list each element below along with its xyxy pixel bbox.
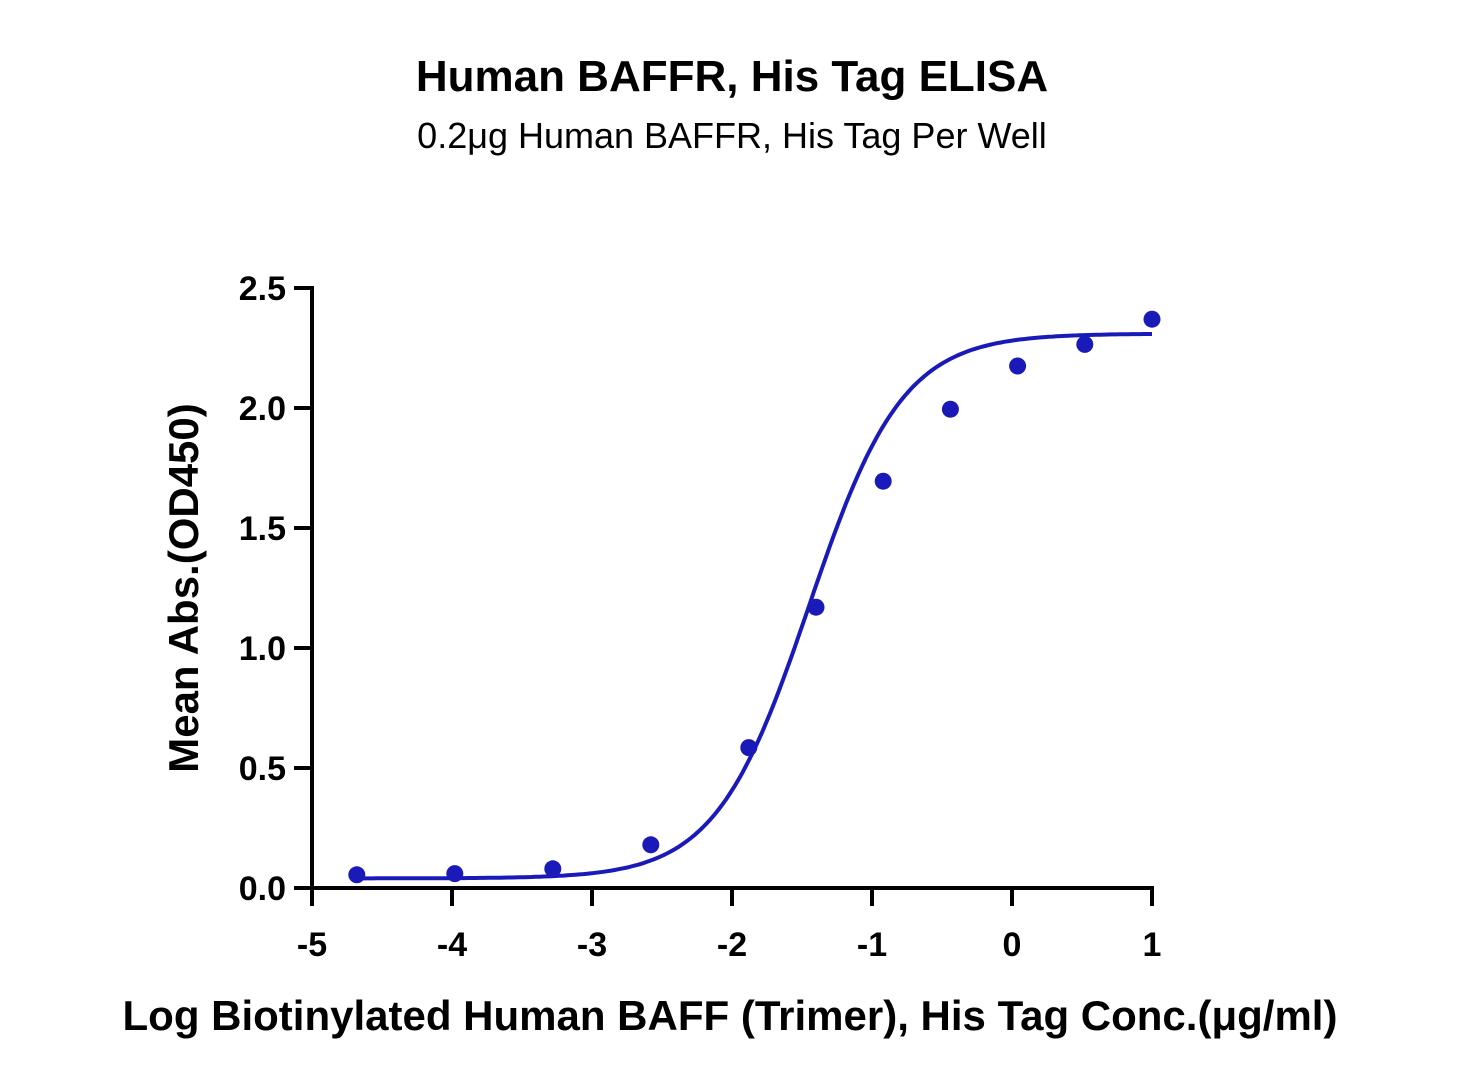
x-tick-label: 0 (1003, 926, 1022, 964)
y-axis-ticks: 0.0 0.5 1.0 1.5 2.0 2.5 (239, 270, 312, 908)
data-point (807, 598, 825, 616)
x-tick-label: -4 (437, 926, 467, 964)
axes (310, 286, 1154, 890)
x-tick-label: -2 (717, 926, 747, 964)
data-point (1009, 357, 1027, 375)
y-tick-label: 1.5 (239, 510, 286, 548)
fit-curve-group (356, 332, 1152, 881)
y-tick-label: 2.0 (239, 390, 286, 428)
fit-curve (356, 332, 1152, 881)
x-axis-label: Log Biotinylated Human BAFF (Trimer), Hi… (123, 992, 1338, 1039)
y-tick-label: 2.5 (239, 270, 286, 308)
data-point (642, 836, 660, 854)
data-point (446, 865, 464, 883)
data-points (348, 310, 1161, 884)
data-point (348, 866, 366, 884)
chart-subtitle: 0.2μg Human BAFFR, His Tag Per Well (417, 115, 1047, 156)
x-tick-label: -3 (577, 926, 607, 964)
chart-title: Human BAFFR, His Tag ELISA (415, 52, 1049, 101)
x-tick-label: -5 (297, 926, 327, 964)
data-point (544, 860, 562, 878)
y-tick-label: 0.0 (239, 870, 286, 908)
y-axis-label: Mean Abs.(OD450) (160, 403, 207, 773)
data-point (874, 472, 892, 490)
data-point (1076, 335, 1094, 353)
x-tick-label: -1 (857, 926, 887, 964)
y-tick-label: 0.5 (239, 750, 286, 788)
y-tick-label: 1.0 (239, 630, 286, 668)
x-tick-label: 1 (1143, 926, 1162, 964)
x-axis-ticks: -5 -4 -3 -2 -1 0 1 (297, 888, 1162, 964)
data-point (941, 400, 959, 418)
data-point (740, 739, 758, 757)
data-point (1143, 310, 1161, 328)
